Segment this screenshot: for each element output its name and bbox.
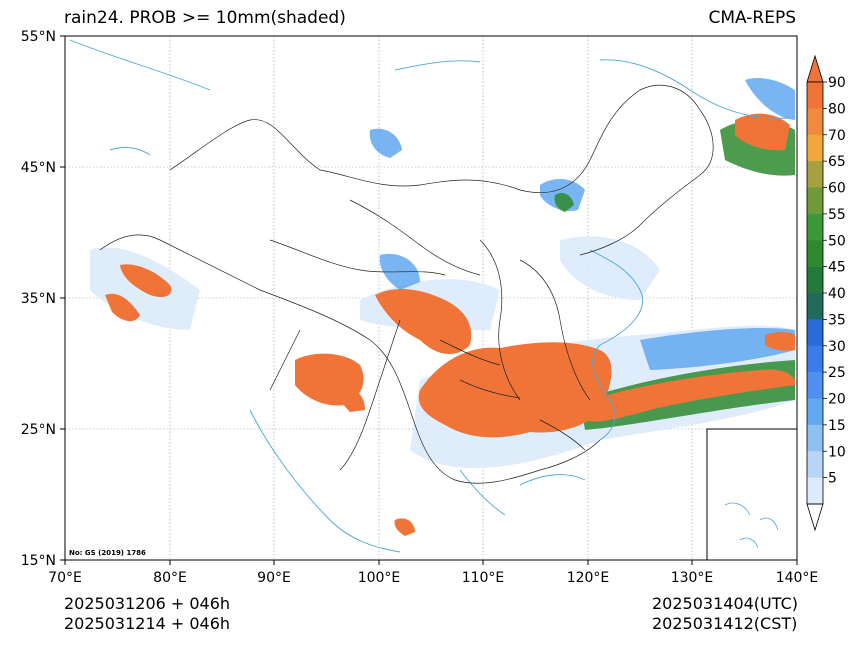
colorbar-segment [807, 108, 823, 136]
colorbar-segment [807, 424, 823, 452]
lon-label-140: 140°E [776, 570, 819, 586]
colorbar-tick-label: 45 [828, 260, 846, 276]
colorbar-segment [807, 213, 823, 241]
colorbar-segment [807, 372, 823, 399]
colorbar-extend-top [806, 54, 824, 83]
map-title: rain24. PROB >= 10mm(shaded) [64, 8, 346, 28]
coastlines [69, 39, 791, 553]
colorbar-segment [807, 477, 823, 505]
heavy-probability-areas [105, 113, 795, 536]
colorbar-extend-bottom [806, 503, 824, 532]
axis-tick-marks [60, 35, 798, 565]
init-time-utc: 2025031206 + 046h [64, 594, 231, 613]
lon-label-130: 130°E [671, 570, 714, 586]
colorbar-tick-label: 10 [828, 444, 846, 460]
colorbar-tick-label: 55 [828, 207, 846, 223]
lat-label-45: 45°N [21, 160, 56, 176]
lon-label-70: 70°E [48, 570, 82, 586]
colorbar-tick-label: 80 [828, 101, 846, 117]
init-time-block: 2025031206 + 046h 2025031214 + 046h [64, 594, 230, 634]
colorbar-segment [807, 345, 823, 373]
colorbar-tick-label: 30 [828, 339, 846, 355]
colorbar-segment [807, 82, 823, 109]
lat-label-25: 25°N [21, 422, 56, 438]
colorbar-segment [807, 161, 823, 188]
lon-label-120: 120°E [567, 570, 610, 586]
lon-label-80: 80°E [153, 570, 187, 586]
colorbar-tick-label: 25 [828, 365, 846, 381]
inset-islands [724, 502, 779, 549]
colorbar-segment [807, 319, 823, 347]
colorbar-tick-label: 70 [828, 128, 846, 144]
init-time-cst: 2025031214 + 046h [64, 614, 231, 633]
colorbar-tick-label: 20 [828, 392, 846, 408]
south-china-sea-inset [706, 428, 798, 561]
colorbar-tick-label: 60 [828, 181, 846, 197]
colorbar-segment [807, 451, 823, 478]
colorbar-tick-label: 5 [828, 471, 837, 487]
colorbar: 90 80 70 65 60 55 50 45 40 35 30 25 20 15 10 5 [806, 54, 846, 532]
colorbar-segment [807, 266, 823, 294]
colorbar-tick-label: 40 [828, 286, 846, 302]
colorbar-tick-label: 35 [828, 312, 846, 328]
model-name: CMA-REPS [708, 8, 796, 28]
lat-label-35: 35°N [21, 291, 56, 307]
colorbar-tick-label: 65 [828, 154, 846, 170]
colorbar-segment [807, 134, 823, 162]
lon-label-90: 90°E [257, 570, 291, 586]
colorbar-tick-label: 50 [828, 233, 846, 249]
colorbar-segment [807, 187, 823, 215]
lon-label-100: 100°E [358, 570, 401, 586]
colorbar-segment [807, 293, 823, 320]
longitude-labels: 70°E 80°E 90°E 100°E 110°E 120°E 130°E 1… [48, 570, 818, 586]
latitude-labels: 55°N 45°N 35°N 25°N 15°N [21, 29, 56, 569]
valid-time-utc: 2025031404(UTC) [652, 594, 798, 613]
lat-label-15: 15°N [21, 553, 56, 569]
colorbar-tick-label: 90 [828, 75, 846, 91]
lat-label-55: 55°N [21, 29, 56, 45]
grid-lines [65, 36, 797, 560]
lon-label-110: 110°E [462, 570, 505, 586]
valid-time-cst: 2025031412(CST) [652, 614, 798, 633]
valid-time-block: 2025031404(UTC) 2025031412(CST) [652, 594, 798, 634]
colorbar-segment [807, 398, 823, 426]
borders [99, 84, 714, 484]
approval-number: No: GS (2019) 1786 [69, 549, 146, 557]
colorbar-tick-label: 15 [828, 418, 846, 434]
colorbar-segment [807, 240, 823, 267]
